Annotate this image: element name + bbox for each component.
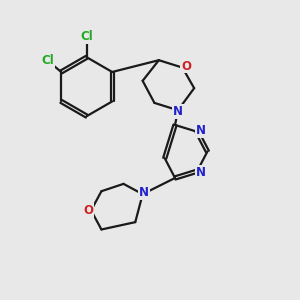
- Text: Cl: Cl: [41, 54, 54, 67]
- Text: N: N: [173, 105, 183, 118]
- Text: N: N: [196, 166, 206, 179]
- Text: O: O: [181, 60, 191, 73]
- Text: N: N: [139, 186, 149, 199]
- Text: Cl: Cl: [80, 30, 93, 43]
- Text: O: O: [83, 204, 93, 217]
- Text: N: N: [196, 124, 206, 137]
